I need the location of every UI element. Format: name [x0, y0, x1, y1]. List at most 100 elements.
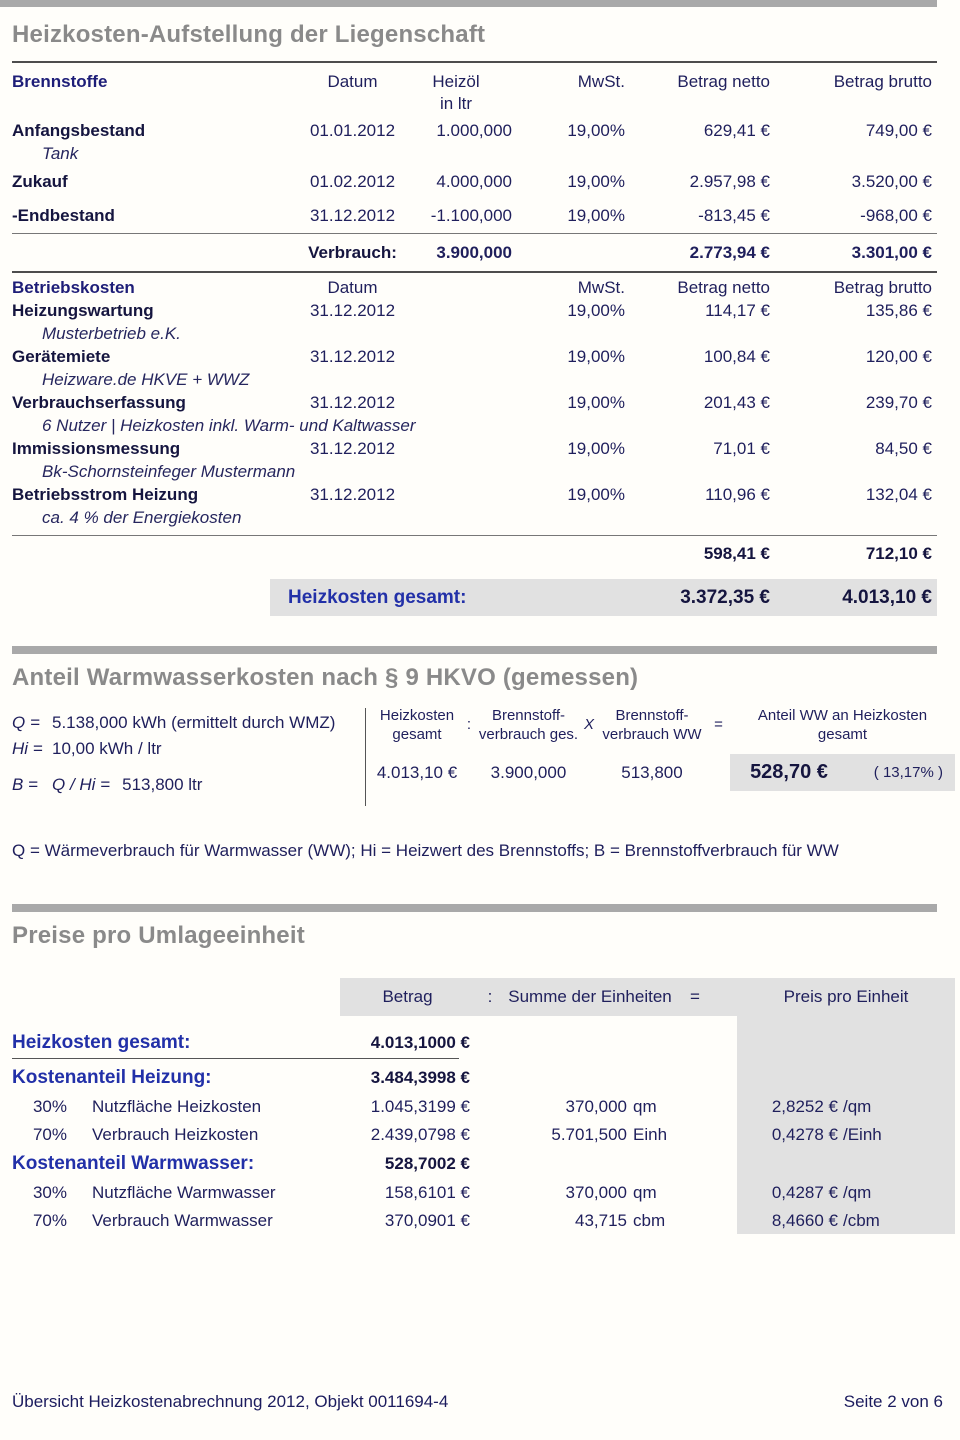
table-row: Anfangsbestand 01.01.2012 1.000,000 19,0… — [12, 119, 955, 142]
ww-formula-headers: Heizkosten gesamt : Brennstoff-verbrauch … — [372, 706, 955, 744]
operator-divide: : — [466, 716, 472, 733]
row-betrag: 370,0901 € — [384, 1211, 470, 1230]
verbrauch-row: Verbrauch: 3.900,000 2.773,94 € 3.301,00… — [12, 241, 955, 264]
preise-gesamt-row: Heizkosten gesamt: 4.013,1000 € — [12, 1028, 955, 1058]
table-row: Betriebsstrom Heizung 31.12.2012 19,00% … — [12, 483, 955, 506]
brennstoffe-title: Brennstoffe — [12, 72, 108, 91]
formula-col3: Brennstoff-verbrauch WW — [602, 707, 702, 743]
formula-val3: 513,800 — [621, 763, 683, 782]
col-header-brutto: Betrag brutto — [833, 278, 932, 297]
anteil-ww-block: Q = 5.138,000 kWh (ermittelt durch WMZ) H… — [12, 706, 955, 824]
vertical-divider — [365, 708, 366, 806]
brennstoffe-table-header: Brennstoffe Datum Heizöl in ltr MwSt. Be… — [12, 71, 955, 114]
underline — [12, 1058, 459, 1059]
row-preis-unit: /qm — [843, 1097, 872, 1116]
row-netto: 629,41 € — [703, 121, 770, 140]
row-einheiten-unit: qm — [633, 1183, 657, 1202]
q-value: 5.138,000 kWh (ermittelt durch WMZ) — [52, 713, 336, 732]
kostenanteil-warmwasser-label: Kostenanteil Warmwasser: — [12, 1153, 255, 1174]
row-sublabel: Heizware.de HKVE + WWZ — [42, 370, 250, 389]
col-header-netto: Betrag netto — [677, 278, 770, 297]
verbrauch-brutto: 3.301,00 € — [851, 243, 932, 262]
b-label: B = — [12, 775, 38, 794]
heizkosten-gesamt-brutto: 4.013,10 € — [842, 586, 932, 608]
row-sublabel: ca. 4 % der Energiekosten — [42, 508, 242, 527]
table-row: Zukauf 01.02.2012 4.000,000 19,00% 2.957… — [12, 170, 955, 193]
row-label: Betriebsstrom Heizung — [12, 485, 199, 504]
row-netto: 2.957,98 € — [689, 172, 770, 191]
row-mwst: 19,00% — [567, 439, 625, 458]
kostenanteil-warmwasser-value: 528,7002 € — [384, 1154, 470, 1173]
operator-divide: : — [487, 987, 493, 1006]
betriebskosten-title: Betriebskosten — [12, 278, 135, 297]
row-netto: 110,96 € — [705, 485, 770, 504]
row-brutto: 3.520,00 € — [851, 172, 932, 191]
anteil-ww-title: Anteil Warmwasserkosten nach § 9 HKVO (g… — [12, 664, 639, 691]
row-mwst: 19,00% — [567, 121, 625, 140]
row-label: -Endbestand — [12, 206, 115, 225]
row-label: Anfangsbestand — [12, 121, 146, 140]
row-einheiten-unit: cbm — [633, 1211, 666, 1230]
row-mwst: 19,00% — [567, 301, 625, 320]
divider-line — [12, 271, 937, 273]
verbrauch-menge: 3.900,000 — [436, 243, 512, 262]
row-label: 30% Nutzfläche Heizkosten — [32, 1097, 262, 1116]
page-content: Heizkosten-Aufstellung der Liegenschaft … — [12, 7, 955, 1235]
row-netto: 100,84 € — [703, 347, 770, 366]
footer-page-number: Seite 2 von 6 — [843, 1392, 943, 1411]
row-brutto: 749,00 € — [865, 121, 932, 140]
row-sublabel: Bk-Schornsteinfeger Mustermann — [42, 462, 296, 481]
row-netto: 201,43 € — [703, 393, 770, 412]
verbrauch-netto: 2.773,94 € — [689, 243, 770, 262]
table-row: 70% Verbrauch Warmwasser 370,0901 € 43,71… — [12, 1207, 955, 1235]
row-menge: 1.000,000 — [436, 121, 512, 140]
ww-formula: Heizkosten gesamt : Brennstoff-verbrauch … — [372, 706, 955, 791]
operator-equals: = — [714, 716, 723, 733]
row-mwst: 19,00% — [567, 393, 625, 412]
row-datum: 01.01.2012 — [309, 121, 396, 140]
heizkosten-gesamt-band: Heizkosten gesamt: 3.372,35 € 4.013,10 € — [270, 579, 937, 616]
col-header-heizoel-line2: in ltr — [439, 94, 473, 113]
row-label: Heizungswartung — [12, 301, 154, 320]
preise-gesamt-value: 4.013,1000 € — [370, 1033, 470, 1052]
row-label: 30% Nutzfläche Warmwasser — [32, 1183, 276, 1202]
q-label: Q = — [12, 713, 40, 732]
formula-col4: Anteil WW an Heizkosten gesamt — [757, 707, 928, 743]
row-einheiten-unit: qm — [633, 1097, 657, 1116]
row-datum: 31.12.2012 — [309, 301, 396, 320]
table-row: Verbrauchserfassung 31.12.2012 19,00% 20… — [12, 391, 955, 414]
row-brutto: 132,04 € — [865, 485, 932, 504]
row-datum: 01.02.2012 — [309, 172, 396, 191]
table-row: -Endbestand 31.12.2012 -1.100,000 19,00%… — [12, 204, 955, 227]
formula-col1: Heizkosten gesamt — [379, 707, 455, 743]
b-value: 513,800 ltr — [122, 775, 203, 794]
b-formula: Q / Hi = — [52, 775, 111, 794]
footer-document-info: Übersicht Heizkostenabrechnung 2012, Obj… — [12, 1392, 449, 1411]
row-menge: -1.100,000 — [430, 206, 512, 225]
row-datum: 31.12.2012 — [309, 206, 396, 225]
row-preis-unit: /cbm — [843, 1211, 880, 1230]
col-header-betrag: Betrag — [382, 987, 433, 1006]
table-row: 70% Verbrauch Heizkosten 2.439,0798 € 5.7… — [12, 1121, 955, 1149]
hi-value: 10,00 kWh / ltr — [52, 739, 162, 758]
top-gray-bar — [0, 0, 937, 7]
row-betrag: 2.439,0798 € — [370, 1125, 470, 1144]
row-sublabel: Tank — [42, 144, 79, 163]
row-preis: 0,4278 € — [771, 1125, 838, 1144]
table-row: Gerätemiete 31.12.2012 19,00% 100,84 € 1… — [12, 345, 955, 368]
row-netto: 71,01 € — [713, 439, 770, 458]
row-label: Gerätemiete — [12, 347, 111, 366]
row-einheiten: 370,000 — [565, 1097, 627, 1116]
formula-col2: Brennstoff-verbrauch ges. — [478, 707, 579, 743]
page-title: Heizkosten-Aufstellung der Liegenschaft — [12, 21, 486, 48]
preise-gesamt-label: Heizkosten gesamt: — [12, 1032, 191, 1053]
row-datum: 31.12.2012 — [309, 485, 396, 504]
hi-row: Hi = 10,00 kWh / ltr — [12, 736, 335, 762]
kostenanteil-heizung-row: Kostenanteil Heizung: 3.484,3998 € — [12, 1063, 955, 1093]
col-header-netto: Betrag netto — [677, 72, 770, 91]
page-footer: Übersicht Heizkostenabrechnung 2012, Obj… — [12, 1392, 943, 1412]
divider-line — [12, 535, 937, 536]
row-menge: 4.000,000 — [436, 172, 512, 191]
col-header-mwst: MwSt. — [577, 278, 625, 297]
row-brutto: -968,00 € — [860, 206, 932, 225]
